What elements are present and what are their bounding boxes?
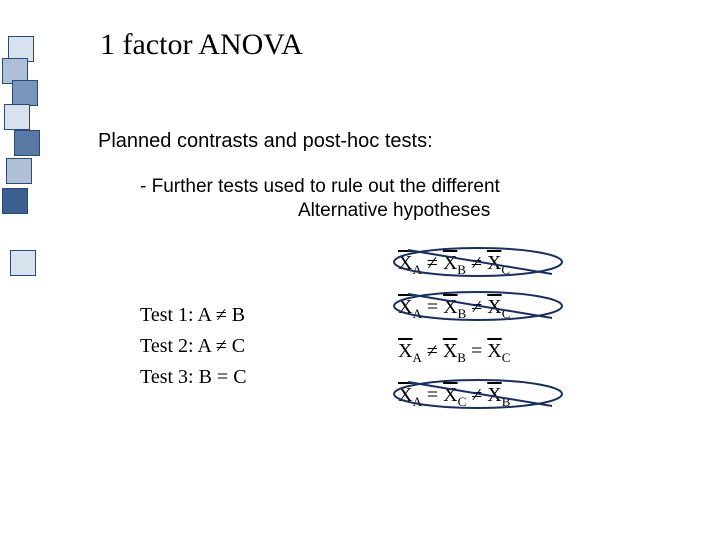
decor-square	[12, 80, 38, 106]
test-list: Test 1: A ≠ B Test 2: A ≠ C Test 3: B = …	[140, 300, 247, 393]
test-2: Test 2: A ≠ C	[140, 331, 247, 362]
hypothesis-1: XA ≠ XB ≠ XC	[398, 246, 618, 286]
test-3: Test 3: B = C	[140, 362, 247, 393]
hypothesis-list: XA ≠ XB ≠ XC XA = XB ≠ XC XA ≠ XB = XC X…	[398, 246, 618, 422]
decor-square	[10, 250, 36, 276]
hypothesis-2: XA = XB ≠ XC	[398, 290, 618, 330]
side-decoration	[0, 0, 38, 540]
test-1: Test 1: A ≠ B	[140, 300, 247, 331]
decor-square	[2, 188, 28, 214]
hypothesis-text: XA ≠ XB ≠ XC	[398, 252, 510, 278]
slide-title: 1 factor ANOVA	[100, 28, 303, 62]
body-line-2: Alternative hypotheses	[298, 200, 490, 222]
hypothesis-3: XA ≠ XB = XC	[398, 334, 618, 374]
subtitle: Planned contrasts and post-hoc tests:	[98, 130, 433, 153]
hypothesis-text: XA = XB ≠ XC	[398, 296, 510, 322]
hypothesis-4: XA = XC ≠ XB	[398, 378, 618, 418]
hypothesis-text: XA ≠ XB = XC	[398, 340, 510, 366]
decor-square	[6, 158, 32, 184]
body-line-1: - Further tests used to rule out the dif…	[140, 176, 500, 198]
hypothesis-text: XA = XC ≠ XB	[398, 384, 510, 410]
decor-square	[4, 104, 30, 130]
decor-square	[14, 130, 40, 156]
